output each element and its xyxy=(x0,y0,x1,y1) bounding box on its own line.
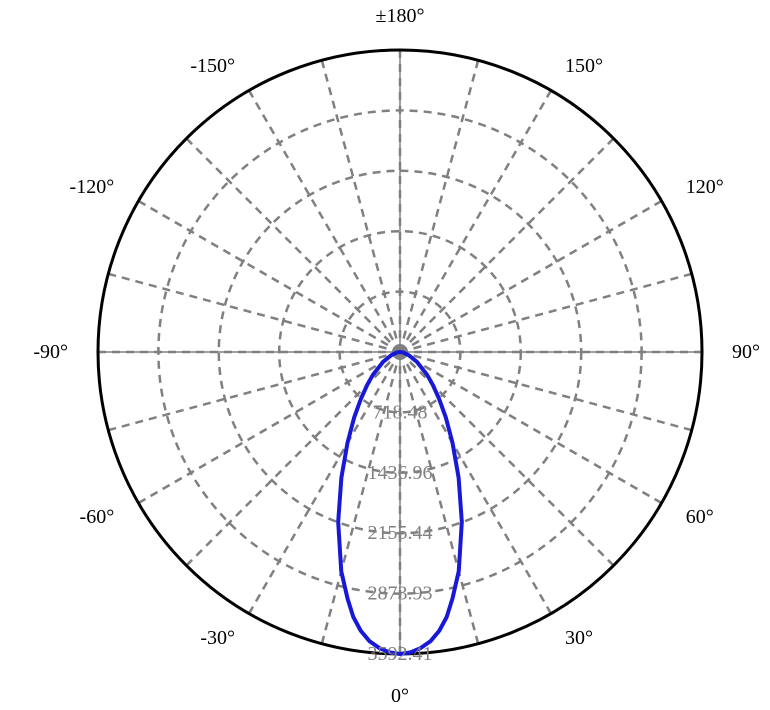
radial-label: 2873.93 xyxy=(368,583,433,605)
angle-label: -60° xyxy=(80,506,115,528)
radial-label: 2155.44 xyxy=(368,522,433,544)
angle-label: -120° xyxy=(70,176,115,198)
radial-label: 3592.41 xyxy=(368,643,433,665)
angle-label: -90° xyxy=(33,341,68,363)
angle-label: 30° xyxy=(565,627,593,649)
angle-label: 60° xyxy=(686,506,714,528)
angle-label: -30° xyxy=(200,627,235,649)
angle-label: 150° xyxy=(565,55,603,77)
polar-chart: 718.48 1436.96 2155.44 2873.93 3592.41 0° 30° 6… xyxy=(0,0,770,710)
angle-label: ±180° xyxy=(376,5,425,27)
angle-label: 90° xyxy=(732,341,760,363)
angle-label: -150° xyxy=(190,55,235,77)
radial-label: 718.48 xyxy=(373,401,428,423)
radial-label: 1436.96 xyxy=(368,462,433,484)
angle-label: 0° xyxy=(391,685,409,707)
angle-label: 120° xyxy=(686,176,724,198)
